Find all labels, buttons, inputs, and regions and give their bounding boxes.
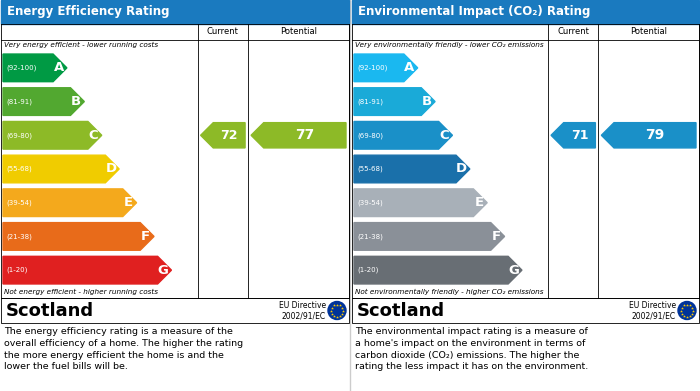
Polygon shape [354,54,418,82]
Text: 77: 77 [295,128,314,142]
Circle shape [328,301,346,319]
Text: C: C [440,129,449,142]
Text: EU Directive
2002/91/EC: EU Directive 2002/91/EC [279,301,326,320]
Bar [1,298,349,323]
Text: A: A [405,61,414,74]
Text: 72: 72 [220,129,238,142]
Text: The energy efficiency rating is a measure of the
overall efficiency of a home. T: The energy efficiency rating is a measur… [4,327,243,371]
Text: Not environmentally friendly - higher CO₂ emissions: Not environmentally friendly - higher CO… [355,289,543,295]
Text: (81-91): (81-91) [6,98,32,105]
Text: Current: Current [557,27,589,36]
Text: EU Directive
2002/91/EC: EU Directive 2002/91/EC [629,301,676,320]
Text: G: G [508,264,519,277]
Text: Potential: Potential [280,27,317,36]
Polygon shape [3,54,67,82]
Text: Potential: Potential [630,27,667,36]
Text: (92-100): (92-100) [357,65,387,71]
Text: E: E [124,196,133,209]
Text: (21-38): (21-38) [357,233,383,240]
Polygon shape [201,123,245,148]
Text: Scotland: Scotland [357,301,445,319]
Polygon shape [601,123,696,148]
Polygon shape [354,222,505,250]
Text: (55-68): (55-68) [357,166,383,172]
Text: Environmental Impact (CO₂) Rating: Environmental Impact (CO₂) Rating [358,5,590,18]
Text: (21-38): (21-38) [6,233,32,240]
Polygon shape [3,256,172,284]
Polygon shape [3,88,84,115]
Polygon shape [251,123,346,148]
Text: (39-54): (39-54) [6,199,32,206]
Text: (39-54): (39-54) [357,199,383,206]
Text: B: B [71,95,81,108]
Text: (81-91): (81-91) [357,98,383,105]
Text: The environmental impact rating is a measure of
a home's impact on the environme: The environmental impact rating is a mea… [355,327,588,371]
Bar [352,298,699,323]
Polygon shape [3,155,119,183]
Text: D: D [105,163,116,176]
Text: 71: 71 [570,129,588,142]
Text: F: F [141,230,150,243]
Bar [352,0,699,24]
Polygon shape [551,123,596,148]
Text: (55-68): (55-68) [6,166,32,172]
Text: B: B [421,95,432,108]
Text: Scotland: Scotland [6,301,94,319]
Polygon shape [3,189,136,217]
Polygon shape [354,88,435,115]
Text: 79: 79 [645,128,664,142]
Polygon shape [354,155,470,183]
Polygon shape [354,189,487,217]
Text: A: A [53,61,64,74]
Text: E: E [475,196,484,209]
Circle shape [678,301,696,319]
Text: Current: Current [207,27,239,36]
Polygon shape [3,122,101,149]
Bar [1,0,349,24]
Text: G: G [158,264,169,277]
Text: F: F [491,230,501,243]
Text: (69-80): (69-80) [6,132,32,138]
Text: (1-20): (1-20) [357,267,379,273]
Polygon shape [354,122,452,149]
Text: D: D [456,163,467,176]
Text: (92-100): (92-100) [6,65,36,71]
Text: C: C [89,129,98,142]
Text: (69-80): (69-80) [357,132,383,138]
Text: (1-20): (1-20) [6,267,27,273]
Text: Very energy efficient - lower running costs: Very energy efficient - lower running co… [4,42,158,48]
Polygon shape [354,256,522,284]
Text: Very environmentally friendly - lower CO₂ emissions: Very environmentally friendly - lower CO… [355,42,544,48]
Text: Energy Efficiency Rating: Energy Efficiency Rating [7,5,169,18]
Polygon shape [3,222,154,250]
Text: Not energy efficient - higher running costs: Not energy efficient - higher running co… [4,289,158,295]
